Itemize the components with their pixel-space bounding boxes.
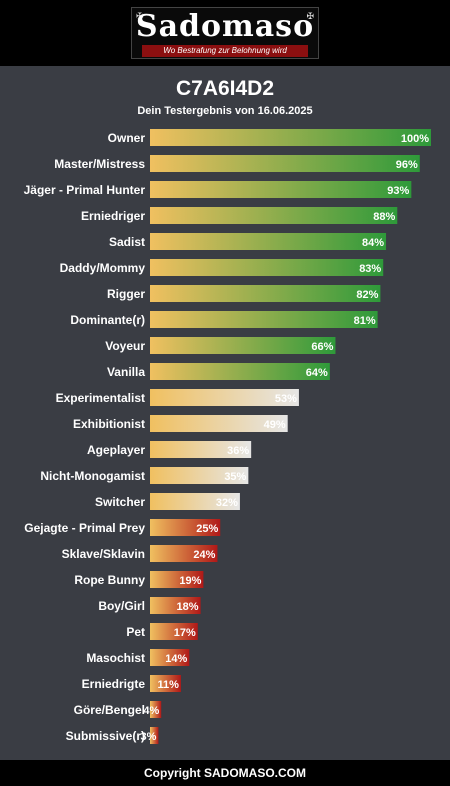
value-label: 84% xyxy=(362,237,384,249)
value-label: 100% xyxy=(401,133,429,145)
value-label: 83% xyxy=(359,263,381,275)
value-label: 96% xyxy=(396,159,418,171)
bar xyxy=(150,519,221,536)
category-label: Vanilla xyxy=(107,365,145,379)
value-label: 88% xyxy=(373,211,395,223)
bar xyxy=(150,493,240,510)
category-label: Masochist xyxy=(86,651,145,665)
footer: Copyright SADOMASO.COM xyxy=(0,760,450,786)
bars-group: Owner 100% Master/Mistress 96% Jäger - Prima… xyxy=(24,129,431,744)
category-label: Erniedrigte xyxy=(82,677,146,691)
bar xyxy=(150,415,288,432)
bar xyxy=(150,155,420,172)
value-label: 17% xyxy=(174,627,196,639)
category-label: Submissive(r) xyxy=(66,729,145,743)
bar xyxy=(150,233,387,250)
page-subtitle: Dein Testergebnis von 16.06.2025 xyxy=(137,105,313,117)
bar xyxy=(150,441,252,458)
bar xyxy=(150,545,218,562)
value-label: 36% xyxy=(227,445,249,457)
category-label: Owner xyxy=(108,131,146,145)
bar xyxy=(150,311,378,328)
category-label: Daddy/Mommy xyxy=(60,261,146,275)
logo-text: Sadomaso xyxy=(135,9,315,44)
value-label: 49% xyxy=(264,419,286,431)
bar xyxy=(150,129,431,146)
category-label: Master/Mistress xyxy=(54,157,145,171)
value-label: 32% xyxy=(216,497,238,509)
bar xyxy=(150,675,181,692)
category-label: Boy/Girl xyxy=(98,599,145,613)
value-label: 11% xyxy=(157,679,179,691)
bar xyxy=(150,337,336,354)
bar xyxy=(150,467,249,484)
category-label: Sklave/Sklavin xyxy=(62,547,145,561)
value-label: 3% xyxy=(141,731,157,743)
value-label: 82% xyxy=(356,289,378,301)
logo-tagline: Wo Bestrafung zur Belohnung wird xyxy=(142,45,308,57)
fleur-icon-right: ✠ xyxy=(306,11,314,21)
category-label: Jäger - Primal Hunter xyxy=(24,183,146,197)
category-label: Rigger xyxy=(107,287,145,301)
category-label: Gejagte - Primal Prey xyxy=(24,521,145,535)
category-label: Sadist xyxy=(109,235,145,249)
bar xyxy=(150,571,204,588)
value-label: 14% xyxy=(165,653,187,665)
category-label: Exhibitionist xyxy=(73,417,145,431)
category-label: Ageplayer xyxy=(87,443,145,457)
bar xyxy=(150,649,190,666)
bar xyxy=(150,259,384,276)
value-label: 19% xyxy=(179,575,201,587)
category-label: Göre/Bengel xyxy=(74,703,145,717)
header: ✠ ✠ Sadomaso Wo Bestrafung zur Belohnung… xyxy=(0,0,450,66)
bar xyxy=(150,623,198,640)
value-label: 25% xyxy=(196,523,218,535)
value-label: 66% xyxy=(311,341,333,353)
value-label: 4% xyxy=(143,705,159,717)
value-label: 24% xyxy=(193,549,215,561)
bar xyxy=(150,389,299,406)
value-label: 35% xyxy=(224,471,246,483)
value-label: 93% xyxy=(387,185,409,197)
bar xyxy=(150,727,159,744)
category-label: Experimentalist xyxy=(56,391,145,405)
category-label: Dominante(r) xyxy=(70,313,145,327)
bar xyxy=(150,701,162,718)
fleur-icon-left: ✠ xyxy=(136,11,144,21)
category-label: Switcher xyxy=(95,495,145,509)
bar xyxy=(150,207,398,224)
category-label: Rope Bunny xyxy=(74,573,145,587)
value-label: 81% xyxy=(354,315,376,327)
results-chart: Owner 100% Master/Mistress 96% Jäger - Prima… xyxy=(24,129,431,744)
bar xyxy=(150,285,381,302)
page-title: C7A6I4D2 xyxy=(175,77,275,100)
value-label: 18% xyxy=(177,601,199,613)
bar xyxy=(150,181,412,198)
logo[interactable]: ✠ ✠ Sadomaso Wo Bestrafung zur Belohnung… xyxy=(131,7,319,59)
category-label: Voyeur xyxy=(105,339,145,353)
bar xyxy=(150,597,201,614)
category-label: Nicht-Monogamist xyxy=(40,469,145,483)
category-label: Erniedriger xyxy=(81,209,145,223)
bar xyxy=(150,363,330,380)
value-label: 64% xyxy=(306,367,328,379)
category-label: Pet xyxy=(126,625,145,639)
value-label: 53% xyxy=(275,393,297,405)
